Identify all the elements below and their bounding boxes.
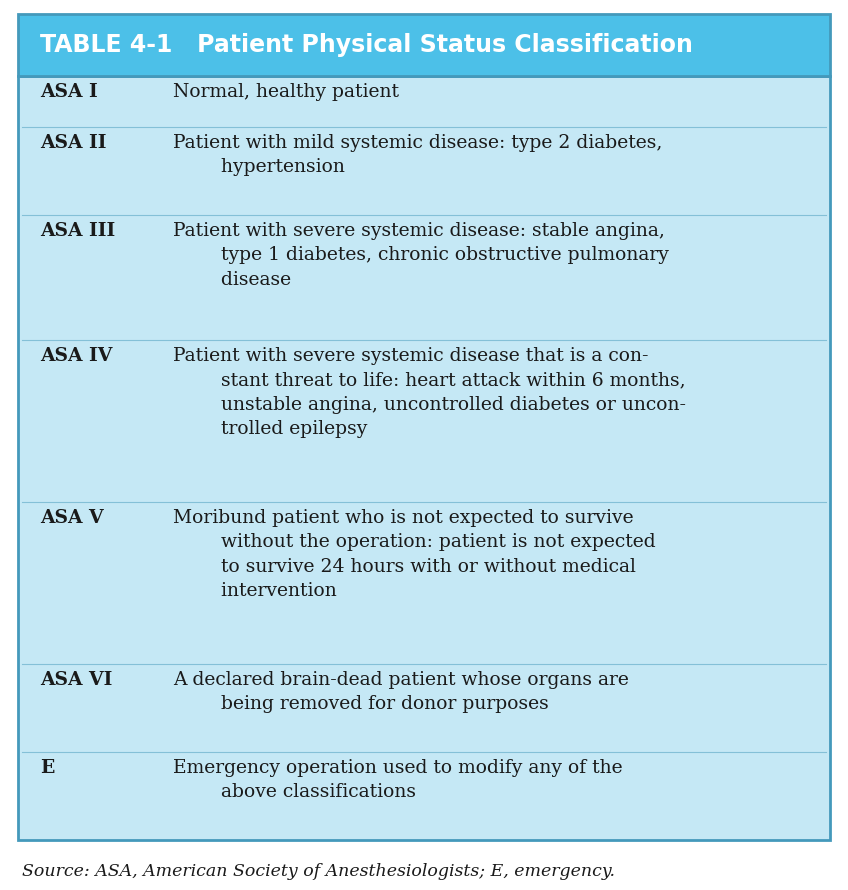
Text: Patient with mild systemic disease: type 2 diabetes,
        hypertension: Patient with mild systemic disease: type… (173, 134, 662, 176)
Text: E: E (40, 759, 54, 777)
Text: Normal, healthy patient: Normal, healthy patient (173, 83, 399, 101)
Text: ASA I: ASA I (40, 83, 98, 101)
Text: Source: ASA, American Society of Anesthesiologists; E, emergency.: Source: ASA, American Society of Anesthe… (22, 862, 615, 879)
Text: A declared brain-dead patient whose organs are
        being removed for donor p: A declared brain-dead patient whose orga… (173, 671, 629, 713)
Text: ASA VI: ASA VI (40, 671, 113, 689)
Text: ASA IV: ASA IV (40, 347, 113, 365)
Text: TABLE 4-1   Patient Physical Status Classification: TABLE 4-1 Patient Physical Status Classi… (40, 33, 693, 57)
Text: Moribund patient who is not expected to survive
        without the operation: p: Moribund patient who is not expected to … (173, 509, 656, 600)
Text: ASA II: ASA II (40, 134, 107, 152)
Text: ASA V: ASA V (40, 509, 103, 527)
Text: Patient with severe systemic disease that is a con-
        stant threat to life: Patient with severe systemic disease tha… (173, 347, 686, 438)
Text: Emergency operation used to modify any of the
        above classifications: Emergency operation used to modify any o… (173, 759, 622, 801)
Bar (18, 76, 830, 840)
Text: ASA III: ASA III (40, 222, 115, 240)
Bar (18, 14, 830, 76)
Text: Patient with severe systemic disease: stable angina,
        type 1 diabetes, ch: Patient with severe systemic disease: st… (173, 222, 669, 288)
